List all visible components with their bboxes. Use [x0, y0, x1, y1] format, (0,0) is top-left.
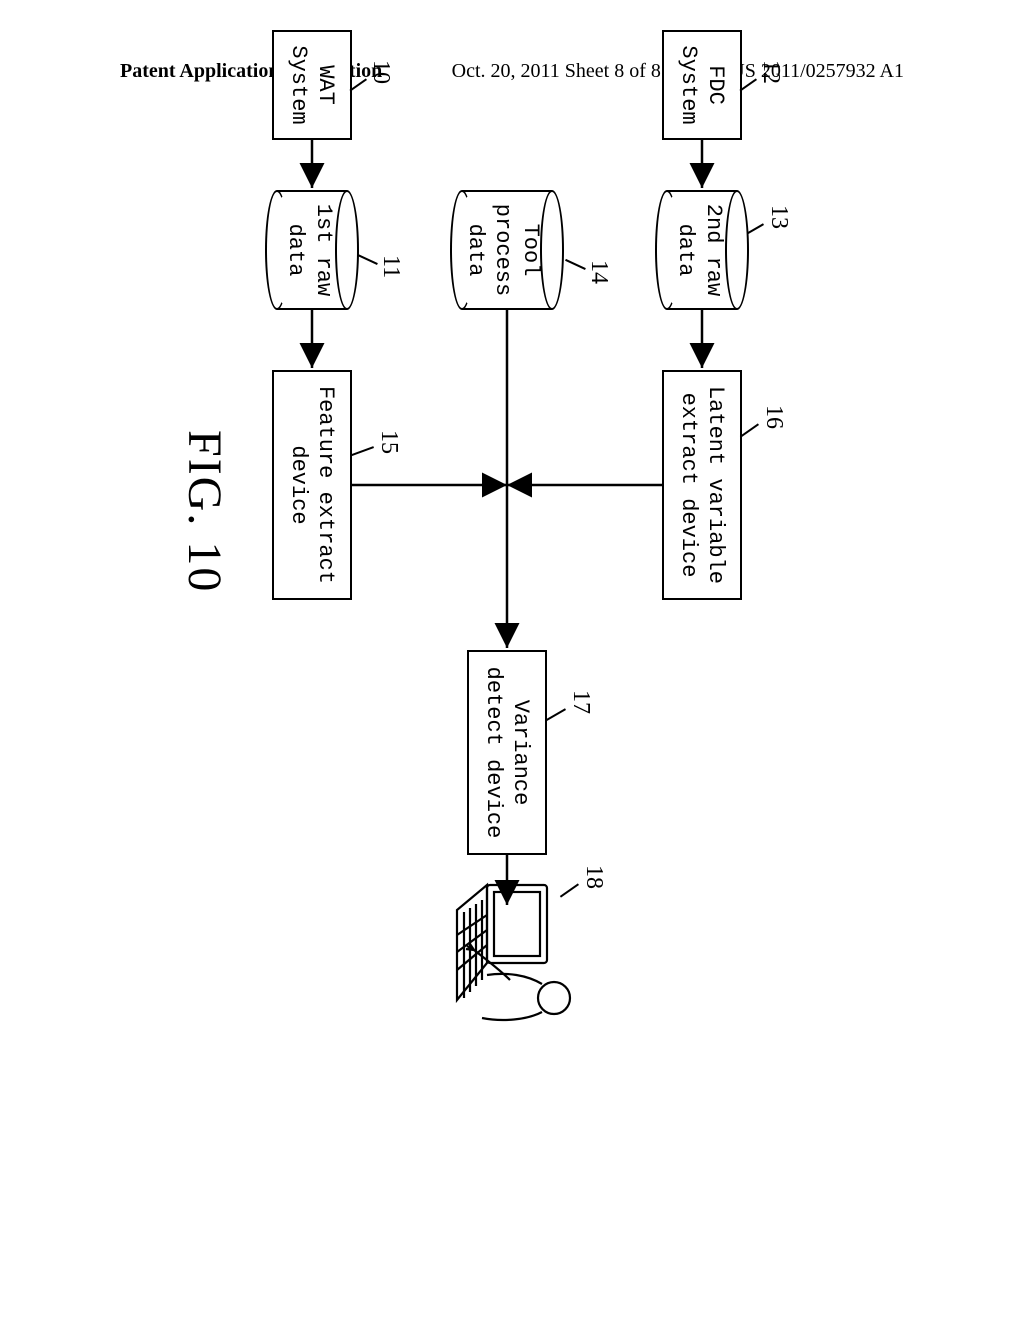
box-fdc-system: FDC System: [662, 30, 742, 140]
variance-line2: detect device: [480, 667, 508, 839]
box-latent-variable-extract: Latent variable extract device: [662, 370, 742, 600]
ref-10: 10: [367, 60, 394, 84]
figure-label: FIG. 10: [177, 430, 232, 593]
latent-line2: extract device: [675, 393, 703, 578]
leader-10: [349, 78, 367, 91]
leader-15: [351, 446, 374, 456]
raw1-line2: data: [283, 224, 308, 277]
ref-14: 14: [585, 260, 612, 284]
wat-line2: System: [285, 45, 313, 124]
leader-11: [357, 254, 378, 265]
feature-line2: device: [285, 445, 313, 524]
tool-line2: process: [491, 204, 516, 296]
feature-line1: Feature extract: [312, 386, 340, 584]
fdc-line1: FDC: [702, 65, 730, 105]
leader-12: [739, 78, 757, 91]
leader-16: [740, 423, 759, 437]
box-wat-system: WAT System: [272, 30, 352, 140]
ref-16: 16: [760, 405, 787, 429]
cylinder-tool-process-data: Tool process data: [462, 190, 552, 310]
ref-17: 17: [567, 690, 594, 714]
ref-11: 11: [377, 255, 404, 278]
wat-line1: WAT: [312, 65, 340, 105]
ref-12: 12: [757, 60, 784, 84]
raw2-line2: data: [673, 224, 698, 277]
box-variance-detect: Variance detect device: [467, 650, 547, 855]
fdc-line2: System: [675, 45, 703, 124]
user-at-laptop-icon: [422, 880, 582, 1030]
ref-13: 13: [765, 205, 792, 229]
cylinder-2nd-raw-data: 2nd raw data: [667, 190, 737, 310]
variance-line1: Variance: [507, 700, 535, 806]
leader-14: [565, 259, 586, 270]
ref-18: 18: [580, 865, 607, 889]
raw2-line1: 2nd raw: [701, 204, 726, 296]
leader-17: [546, 708, 566, 721]
figure-10-diagram: FDC System 12 WAT System 10 2nd raw data…: [172, 10, 852, 1030]
latent-line1: Latent variable: [702, 386, 730, 584]
box-feature-extract: Feature extract device: [272, 370, 352, 600]
tool-line1: Tool: [518, 224, 543, 277]
ref-15: 15: [375, 430, 402, 454]
raw1-line1: 1st raw: [311, 204, 336, 296]
tool-line3: data: [463, 224, 488, 277]
cylinder-1st-raw-data: 1st raw data: [277, 190, 347, 310]
